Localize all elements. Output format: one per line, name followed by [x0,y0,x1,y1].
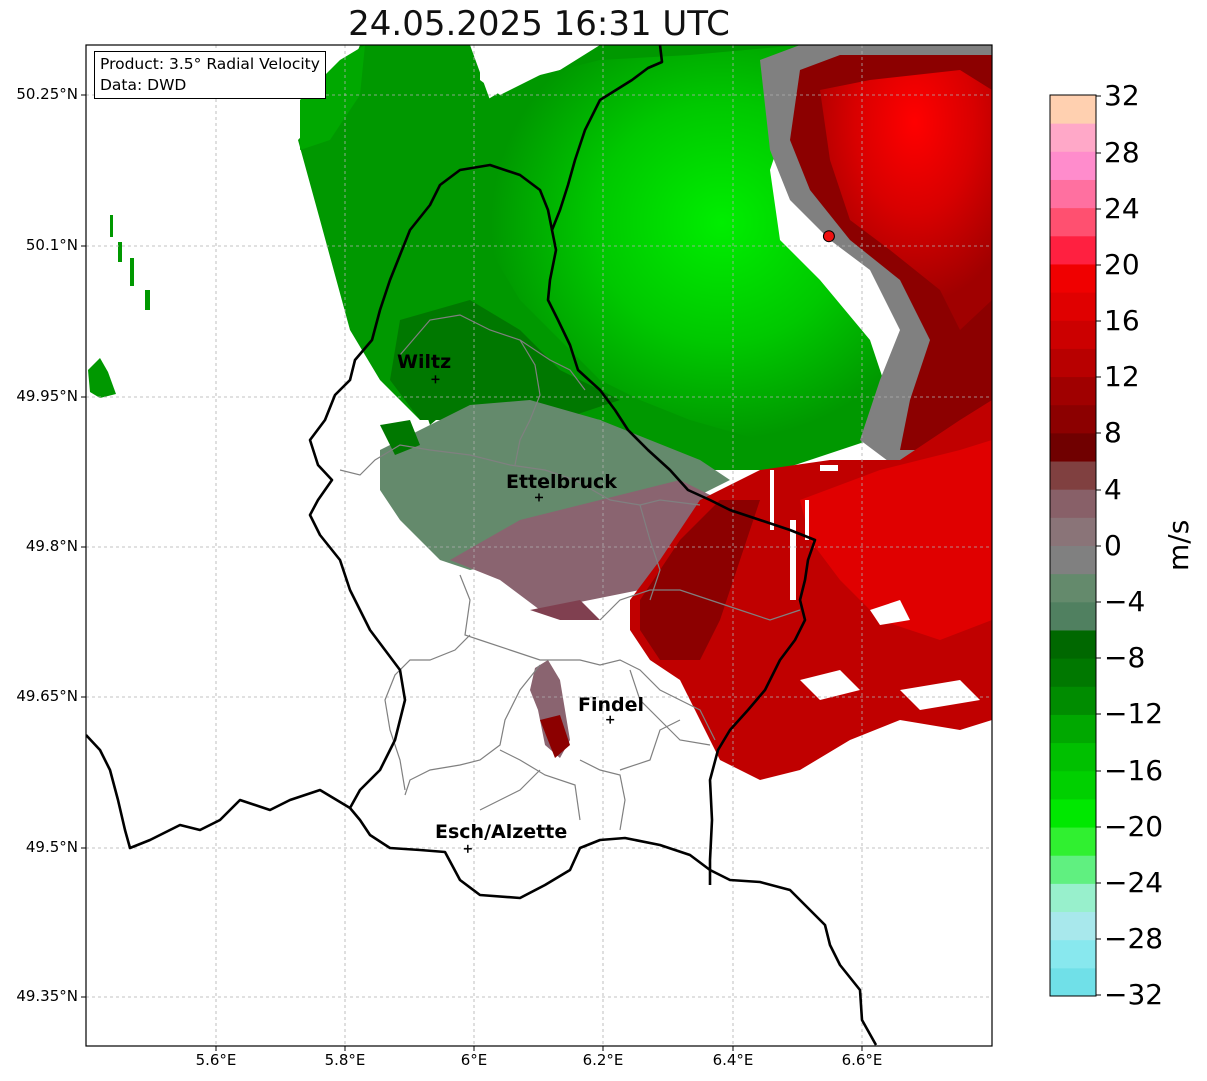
colorbar-segment [1050,883,1096,913]
colorbar-segment [1050,517,1096,546]
colorbar-segment [1050,292,1096,321]
colorbar-segment [1050,967,1096,997]
city-label-esch: Esch/Alzette [435,821,568,843]
colorbar-segment [1050,855,1096,884]
colorbar-segment [1050,320,1096,349]
axis-ticks [81,94,863,1051]
city-marker [463,844,472,853]
colorbar-segment [1050,827,1096,856]
colorbar-segment [1050,714,1096,744]
colorbar-tick-label: −8 [1104,641,1146,674]
colorbar-segment [1050,376,1096,406]
canton-boundaries [339,314,801,831]
colorbar-tick-label: −32 [1104,978,1164,1011]
product-label: Product: 3.5° Radial Velocity [100,55,320,73]
colorbar-ticks [1096,95,1101,996]
colorbar-segment [1050,235,1096,265]
lat-label: 49.35°N [16,987,78,1005]
colorbar-tick-label: 12 [1104,360,1140,393]
colorbar-tick-label: −12 [1104,697,1164,730]
city-label-wiltz: Wiltz [397,351,452,373]
colorbar-segment [1050,123,1096,152]
city-marker [431,375,440,384]
radar-velocity-field [88,45,992,780]
colorbar-segment [1050,151,1096,180]
colorbar-segment [1050,601,1096,631]
lon-label: 6.2°E [582,1051,624,1069]
colorbar-segment [1050,939,1096,969]
colorbar-tick-label: 20 [1104,248,1140,281]
colorbar-segment [1050,348,1096,378]
colorbar [1050,95,1096,997]
colorbar-segment [1050,404,1096,434]
colorbar-segment [1050,95,1096,124]
lat-label: 49.95°N [16,387,78,405]
colorbar-tick-label: 8 [1104,416,1122,449]
colorbar-segment [1050,911,1096,941]
figure-title: 24.05.2025 16:31 UTC [348,4,730,44]
colorbar-segment [1050,179,1096,209]
lon-label: 5.6°E [195,1051,237,1069]
lat-label: 49.8°N [25,537,78,555]
colorbar-tick-label: −24 [1104,866,1164,899]
city-markers [431,375,615,853]
colorbar-tick-label: −20 [1104,810,1164,843]
gridlines [86,45,992,1046]
radar-site-marker [822,230,835,243]
colorbar-segment [1050,629,1096,659]
colorbar-segment [1050,798,1096,828]
colorbar-tick-label: 32 [1104,79,1140,112]
colorbar-tick-label: 0 [1104,529,1122,562]
colorbar-tick-label: −4 [1104,585,1146,618]
lon-label: 6°E [460,1051,488,1069]
city-label-findel: Findel [578,694,645,716]
colorbar-segment [1050,432,1096,462]
data-source-label: Data: DWD [100,76,187,94]
colorbar-segment [1050,658,1096,687]
colorbar-segment [1050,545,1096,575]
colorbar-segment [1050,263,1096,293]
lat-label: 49.65°N [16,687,78,705]
colorbar-tick-label: −28 [1104,922,1164,955]
lon-label: 6.4°E [712,1051,754,1069]
lat-label: 50.25°N [16,85,78,103]
colorbar-segment [1050,770,1096,800]
lat-label: 50.1°N [25,236,78,254]
country-borders [86,45,878,1046]
colorbar-segment [1050,573,1096,603]
colorbar-tick-label: 24 [1104,192,1140,225]
city-marker [606,715,615,724]
colorbar-segment [1050,742,1096,772]
city-marker [535,493,543,502]
colorbar-tick-label: −16 [1104,754,1164,787]
colorbar-segment [1050,461,1096,490]
lat-label: 49.5°N [25,838,78,856]
colorbar-tick-label: 28 [1104,136,1140,169]
colorbar-segment [1050,207,1096,237]
product-info-box: Product: 3.5° Radial Velocity Data: DWD [94,51,326,99]
city-label-ettelbruck: Ettelbruck [506,471,617,493]
map-frame [85,44,993,1047]
colorbar-unit-label: m/s [1162,519,1195,571]
colorbar-segment [1050,686,1096,715]
lon-label: 5.8°E [324,1051,366,1069]
colorbar-segment [1050,489,1096,518]
lon-label: 6.6°E [841,1051,883,1069]
colorbar-tick-label: 4 [1104,473,1122,506]
colorbar-tick-label: 16 [1104,304,1140,337]
